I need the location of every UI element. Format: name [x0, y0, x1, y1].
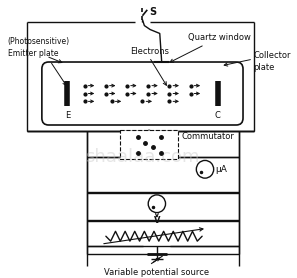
Text: E: E — [65, 111, 70, 120]
Text: Commutator: Commutator — [182, 132, 235, 141]
Circle shape — [196, 160, 214, 178]
Text: (Photosensitive)
Emitter plate: (Photosensitive) Emitter plate — [8, 38, 70, 58]
Text: C: C — [214, 111, 220, 120]
Text: Quartz window: Quartz window — [170, 33, 251, 62]
Text: Variable potential source: Variable potential source — [104, 268, 209, 277]
FancyBboxPatch shape — [42, 62, 243, 125]
Circle shape — [148, 195, 165, 213]
Bar — [120, 130, 178, 160]
Text: Electrons: Electrons — [130, 47, 169, 56]
Text: V: V — [154, 215, 160, 225]
Text: μA: μA — [216, 165, 228, 174]
Text: S: S — [149, 7, 156, 17]
Text: Collector
plate: Collector plate — [253, 51, 291, 72]
Text: shaalaa.com: shaalaa.com — [85, 148, 200, 167]
